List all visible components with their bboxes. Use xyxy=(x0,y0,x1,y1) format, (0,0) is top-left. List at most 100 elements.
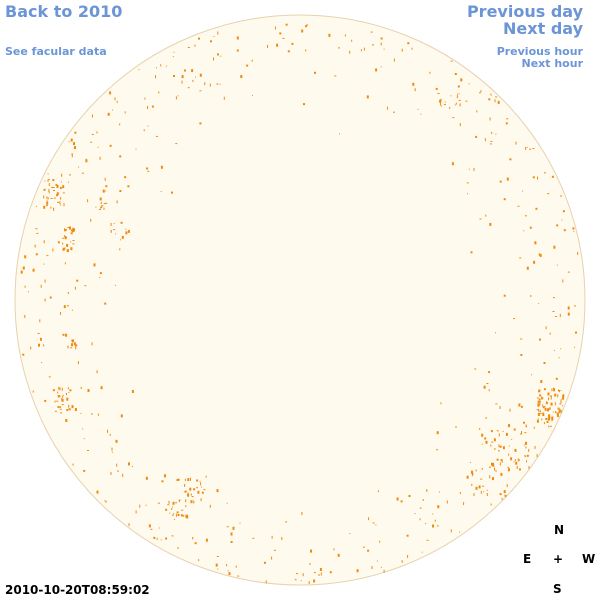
facula-mark xyxy=(554,402,556,406)
facula-mark xyxy=(454,104,456,106)
facula-mark xyxy=(66,243,69,247)
facula-mark xyxy=(506,484,508,488)
facula-mark xyxy=(379,540,381,543)
next-hour-link[interactable]: Next hour xyxy=(521,57,584,70)
facula-mark xyxy=(267,44,268,48)
facula-mark xyxy=(166,65,167,67)
facula-mark xyxy=(184,69,186,72)
facula-mark xyxy=(104,500,106,502)
facula-mark xyxy=(56,192,59,196)
back-to-year-link[interactable]: Back to 2010 xyxy=(5,2,123,21)
facula-mark xyxy=(62,242,64,245)
facula-mark xyxy=(184,478,186,481)
facula-mark xyxy=(449,106,451,109)
facula-mark xyxy=(310,549,312,553)
facula-mark xyxy=(205,475,207,478)
facula-mark xyxy=(172,514,174,516)
facula-mark xyxy=(303,103,305,106)
next-day-link[interactable]: Next day xyxy=(503,19,583,38)
facula-mark xyxy=(538,400,541,403)
facula-mark xyxy=(548,425,550,428)
facula-mark xyxy=(466,182,469,184)
facula-mark xyxy=(181,80,183,84)
facula-mark xyxy=(562,394,565,398)
facula-mark xyxy=(110,222,112,226)
facula-mark xyxy=(543,422,545,425)
compass-north-label: N xyxy=(554,523,565,537)
facula-mark xyxy=(333,548,335,551)
facula-mark xyxy=(74,146,76,150)
facula-mark xyxy=(60,412,63,414)
facula-mark xyxy=(537,403,540,407)
facula-mark xyxy=(203,489,206,491)
previous-hour-link[interactable]: Previous hour xyxy=(496,45,583,58)
facula-mark xyxy=(375,68,378,72)
facula-mark xyxy=(110,472,112,475)
facula-mark xyxy=(520,354,523,356)
facula-mark xyxy=(558,411,561,414)
facula-mark xyxy=(301,29,304,33)
previous-day-link[interactable]: Previous day xyxy=(466,2,583,21)
facula-mark xyxy=(524,455,526,457)
facula-mark xyxy=(483,385,486,389)
facula-mark xyxy=(334,75,337,77)
facula-mark xyxy=(32,390,34,393)
facula-mark xyxy=(450,529,452,533)
facula-mark xyxy=(302,573,304,577)
facula-mark xyxy=(90,218,92,222)
facula-mark xyxy=(192,537,194,539)
facula-mark xyxy=(24,255,27,259)
facula-mark xyxy=(70,247,73,251)
facula-mark xyxy=(81,172,84,174)
facula-mark xyxy=(70,347,73,349)
facula-mark xyxy=(538,408,540,412)
facula-mark xyxy=(151,105,154,108)
facula-mark xyxy=(237,575,240,577)
facula-mark xyxy=(71,405,74,409)
facula-mark xyxy=(518,459,520,462)
facula-mark xyxy=(67,227,70,229)
facula-mark xyxy=(356,569,359,573)
facula-mark xyxy=(100,206,102,209)
facula-mark xyxy=(380,66,382,68)
facula-mark xyxy=(553,387,554,389)
facula-mark xyxy=(53,197,56,199)
facula-mark xyxy=(545,326,547,330)
facula-mark xyxy=(455,426,457,428)
facula-mark xyxy=(563,229,566,232)
facula-mark xyxy=(181,514,183,517)
facula-mark xyxy=(104,302,107,305)
facula-mark xyxy=(107,429,108,433)
facula-mark xyxy=(119,155,122,158)
facula-mark xyxy=(200,498,202,502)
facula-mark xyxy=(475,135,478,138)
facula-mark xyxy=(62,394,64,396)
facula-mark xyxy=(550,395,552,397)
facula-mark xyxy=(175,143,178,145)
facula-mark xyxy=(528,448,530,452)
facula-mark xyxy=(72,243,75,245)
facula-mark xyxy=(201,491,204,494)
facula-mark xyxy=(232,526,235,530)
facula-mark xyxy=(308,581,310,585)
facula-mark xyxy=(60,204,62,206)
solar-disk xyxy=(14,14,586,586)
facula-mark xyxy=(539,394,542,397)
see-facular-data-link[interactable]: See facular data xyxy=(5,45,107,58)
facula-mark xyxy=(143,129,145,132)
facula-mark xyxy=(138,69,140,71)
facula-mark xyxy=(555,316,558,317)
facula-mark xyxy=(157,502,160,504)
facula-mark xyxy=(177,546,179,549)
facula-mark xyxy=(544,172,546,174)
facula-mark xyxy=(62,237,65,239)
facula-mark xyxy=(165,508,168,511)
facula-mark xyxy=(495,133,497,135)
facula-mark xyxy=(46,255,49,257)
facula-mark xyxy=(125,231,128,235)
facula-mark xyxy=(71,154,73,158)
facula-mark xyxy=(480,478,483,480)
facula-mark xyxy=(46,201,49,205)
facula-mark xyxy=(572,227,575,230)
facula-mark xyxy=(551,420,553,422)
